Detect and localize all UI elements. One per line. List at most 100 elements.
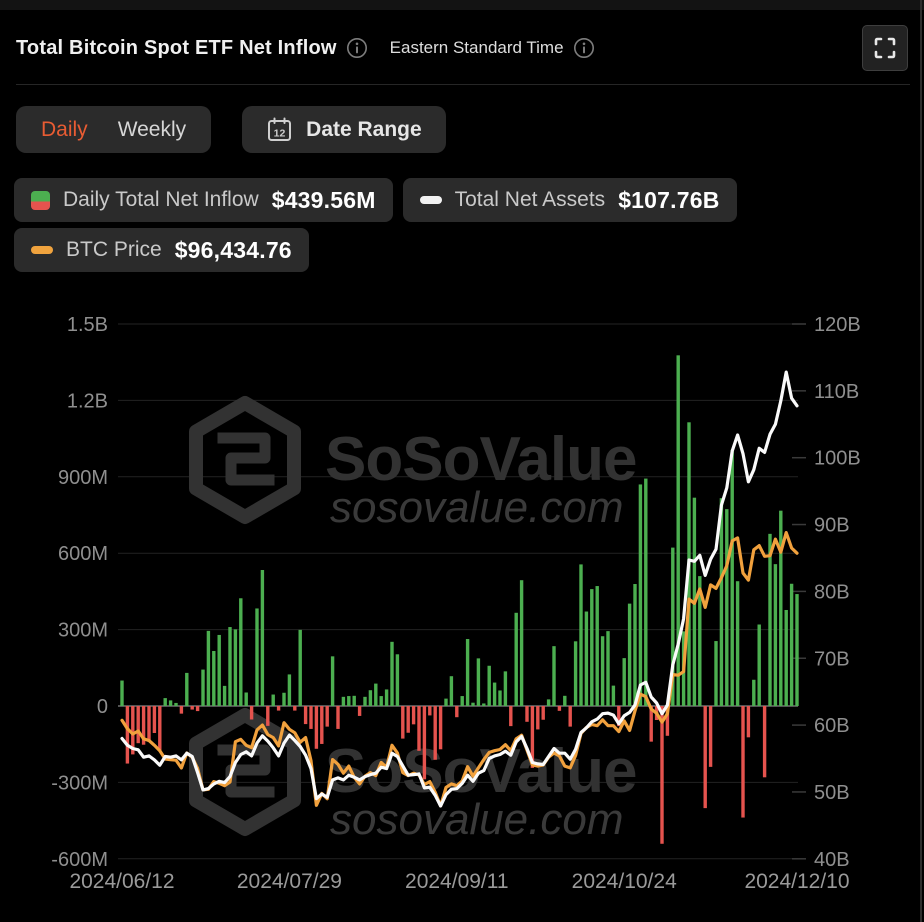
inflow-bar xyxy=(633,584,637,706)
outflow-bar xyxy=(401,706,405,739)
tab-weekly[interactable]: Weekly xyxy=(117,117,187,141)
legend-label: Daily Total Net Inflow xyxy=(63,188,259,211)
inflow-bar xyxy=(384,689,389,706)
outflow-bar xyxy=(536,706,540,730)
calendar-icon: 12 xyxy=(266,116,293,143)
top-strip xyxy=(0,0,924,10)
inflow-bar xyxy=(725,509,729,706)
outflow-bar xyxy=(617,706,621,727)
legend-item-btc-price[interactable]: BTC Price $96,434.76 xyxy=(14,228,309,272)
right-axis-label: 70B xyxy=(814,648,850,670)
inflow-bar xyxy=(217,634,221,706)
inflow-bar xyxy=(163,698,167,706)
outflow-bar xyxy=(411,706,416,725)
inflow-bar xyxy=(244,692,248,706)
legend-item-net-assets[interactable]: Total Net Assets $107.76B xyxy=(402,178,737,222)
right-axis-label: 120B xyxy=(814,314,861,336)
net-assets-series-icon xyxy=(419,196,442,204)
outflow-bar xyxy=(746,706,751,738)
outflow-bar xyxy=(568,706,572,727)
right-axis-label: 100B xyxy=(814,448,861,470)
inflow-bar xyxy=(330,656,335,706)
x-axis-label: 2024/10/24 xyxy=(572,870,677,893)
outflow-bar xyxy=(147,706,151,742)
period-tabs: Daily Weekly xyxy=(16,106,212,153)
legend-value: $439.56M xyxy=(271,186,376,213)
outflow-bar xyxy=(762,706,767,778)
inflow-bar xyxy=(368,690,373,706)
title-info-icon[interactable] xyxy=(346,37,368,59)
date-range-button[interactable]: 12 Date Range xyxy=(242,106,446,153)
right-axis-label: 80B xyxy=(814,581,850,603)
outflow-bar xyxy=(525,706,529,722)
left-axis-label: 1.2B xyxy=(67,390,108,412)
inflow-bar xyxy=(282,692,286,706)
inflow-bar xyxy=(287,674,292,706)
left-axis-label: -600M xyxy=(51,849,108,871)
net-inflow-series-icon xyxy=(31,190,50,210)
inflow-bar xyxy=(563,695,567,706)
outflow-bar xyxy=(557,706,562,711)
inflow-bar xyxy=(671,547,675,706)
inflow-bar xyxy=(611,685,616,706)
legend-value: $96,434.76 xyxy=(174,236,292,263)
inflow-bar xyxy=(460,696,464,706)
svg-text:12: 12 xyxy=(274,128,286,140)
inflow-bar xyxy=(233,629,238,706)
inflow-bar xyxy=(476,658,481,706)
inflow-bar xyxy=(395,654,400,706)
inflow-bar xyxy=(584,611,589,706)
inflow-bar xyxy=(374,683,378,706)
inflow-bar xyxy=(201,669,205,706)
inflow-bar xyxy=(352,695,356,706)
tab-daily[interactable]: Daily xyxy=(41,117,88,141)
inflow-bar xyxy=(260,570,265,706)
inflow-bar xyxy=(255,608,259,706)
outflow-bar xyxy=(276,706,281,711)
inflow-bar xyxy=(271,694,275,706)
inflow-bar xyxy=(627,603,632,706)
outflow-bar xyxy=(179,706,184,714)
legend-row-2: BTC Price $96,434.76 xyxy=(14,228,309,272)
inflow-bar xyxy=(795,594,799,706)
inflow-bar xyxy=(552,646,556,706)
inflow-bar xyxy=(546,699,551,706)
page-title: Total Bitcoin Spot ETF Net Inflow xyxy=(16,36,337,59)
inflow-bar xyxy=(644,478,648,706)
right-axis-label: 60B xyxy=(814,715,850,737)
inflow-bar xyxy=(222,685,227,706)
outflow-bar xyxy=(325,706,329,727)
outflow-bar xyxy=(303,706,308,725)
svg-text:SoSoValue: SoSoValue xyxy=(325,425,636,494)
outflow-bar xyxy=(336,706,340,729)
timezone-label: Eastern Standard Time xyxy=(389,38,564,57)
inflow-bar xyxy=(363,696,367,706)
outflow-bar xyxy=(428,706,432,716)
inflow-bar xyxy=(298,629,302,706)
inflow-bar xyxy=(168,700,173,706)
outflow-bar xyxy=(703,706,707,809)
legend-row-1: Daily Total Net Inflow $439.56M Total Ne… xyxy=(14,178,737,222)
svg-text:sosovalue.com: sosovalue.com xyxy=(330,483,623,532)
outflow-bar xyxy=(249,706,254,720)
inflow-bar xyxy=(492,682,497,706)
inflow-bar xyxy=(779,510,783,706)
inflow-bar xyxy=(714,641,718,706)
inflow-bar xyxy=(676,355,680,706)
outflow-bar xyxy=(509,706,513,727)
left-axis-label: 300M xyxy=(58,620,108,642)
outflow-bar xyxy=(141,706,146,745)
legend-item-net-inflow[interactable]: Daily Total Net Inflow $439.56M xyxy=(14,178,393,222)
x-axis-label: 2024/12/10 xyxy=(744,870,849,893)
inflow-bar xyxy=(784,609,788,706)
outflow-bar xyxy=(131,706,135,755)
inflow-bar xyxy=(600,636,605,706)
inflow-bar xyxy=(503,671,508,706)
outflow-bar xyxy=(541,706,545,720)
inflow-bar xyxy=(789,583,794,706)
timezone-info-icon[interactable] xyxy=(573,37,595,59)
fullscreen-button[interactable] xyxy=(862,25,908,71)
inflow-bar xyxy=(579,564,583,706)
chart-canvas[interactable]: SoSoValuesosovalue.comSoSoValuesosovalue… xyxy=(0,300,924,912)
outflow-bar xyxy=(741,706,745,818)
